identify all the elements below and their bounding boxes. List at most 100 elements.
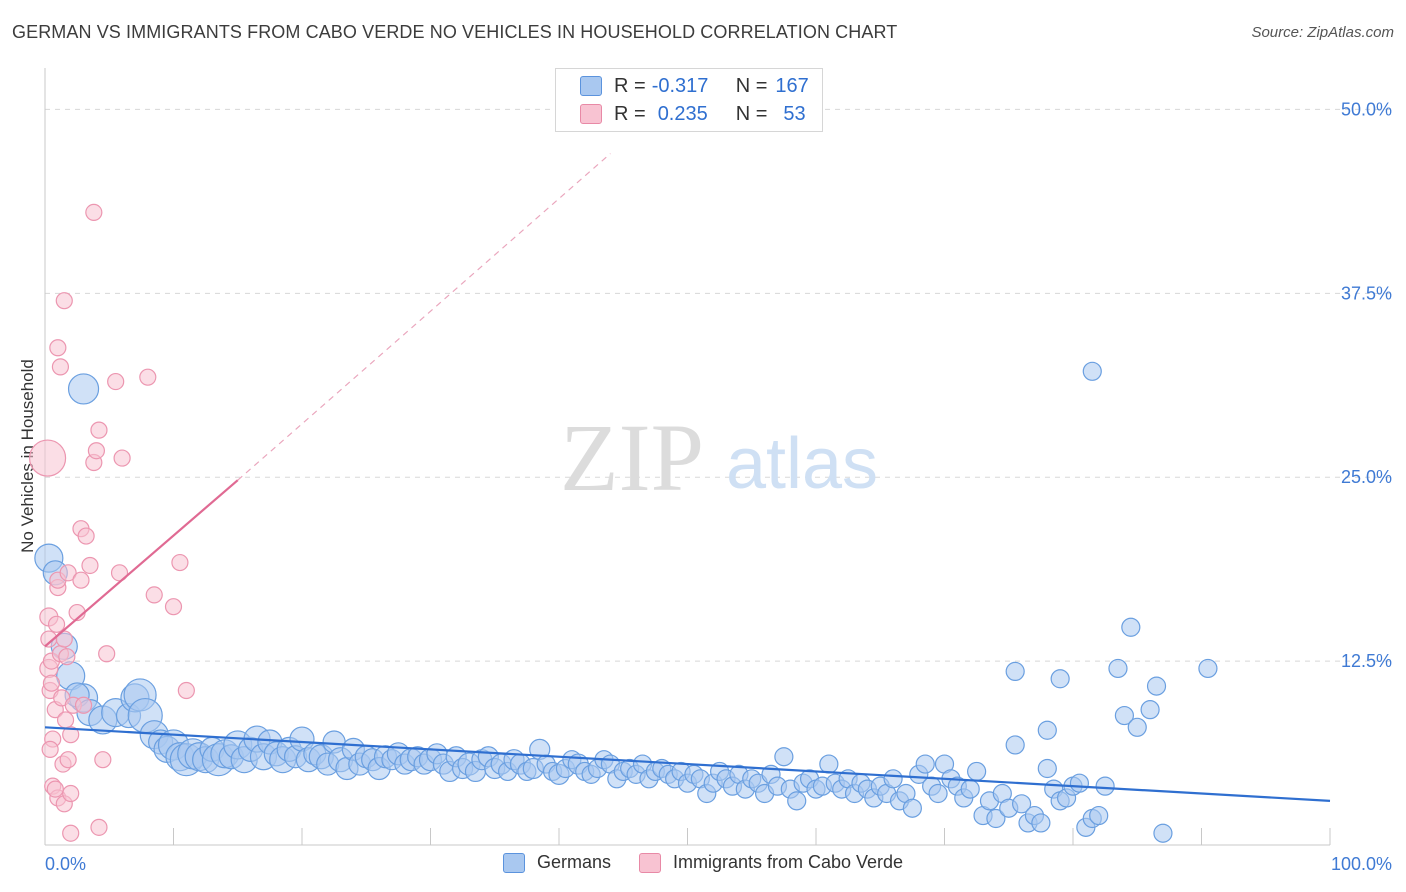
point-cabo-verde bbox=[77, 527, 95, 545]
x-tick-label: 100.0% bbox=[1331, 854, 1392, 874]
point-cabo-verde bbox=[59, 751, 77, 769]
legend-swatch-cabo-verde bbox=[638, 852, 661, 873]
tick-labels: 12.5% 25.0% 37.5% 50.0% 0.0% 100.0% bbox=[45, 99, 1392, 874]
point-cabo-verde bbox=[41, 740, 59, 758]
point-german bbox=[1108, 658, 1128, 679]
point-cabo-verde bbox=[46, 780, 64, 798]
point-german bbox=[1011, 794, 1032, 814]
point-german bbox=[967, 761, 987, 782]
point-german bbox=[902, 798, 922, 818]
point-german bbox=[819, 754, 839, 774]
legend-label-cabo-verde: Immigrants from Cabo Verde bbox=[672, 852, 904, 872]
point-german bbox=[1140, 700, 1160, 720]
point-cabo-verde bbox=[62, 824, 80, 842]
source-label: Source: ZipAtlas.com bbox=[1251, 24, 1394, 41]
point-cabo-verde bbox=[62, 726, 80, 744]
watermark-zip: ZIP bbox=[560, 404, 704, 511]
point-german bbox=[1005, 735, 1025, 755]
point-cabo-verde bbox=[58, 648, 76, 666]
watermark-atlas: atlas bbox=[726, 424, 878, 504]
r-value: 0.235 bbox=[657, 102, 708, 125]
stats-legend: R = -0.317 N = 167 R = 0.235 N = 53 bbox=[555, 68, 823, 132]
point-cabo-verde bbox=[90, 421, 108, 439]
point-german bbox=[1095, 776, 1115, 796]
point-cabo-verde bbox=[87, 442, 106, 460]
point-german bbox=[1037, 758, 1057, 779]
point-german bbox=[928, 783, 948, 804]
point-german bbox=[883, 769, 903, 789]
x-tick-label: 0.0% bbox=[45, 854, 86, 874]
point-cabo-verde bbox=[145, 586, 163, 604]
point-cabo-verde bbox=[164, 598, 183, 616]
point-cabo-verde bbox=[139, 368, 157, 386]
trend-line-cabo-verde bbox=[44, 479, 239, 648]
legend-swatch-germans bbox=[580, 76, 602, 96]
series-cabo-verde bbox=[28, 203, 195, 842]
point-cabo-verde bbox=[56, 711, 75, 729]
point-cabo-verde bbox=[113, 449, 131, 467]
point-german bbox=[67, 373, 100, 405]
series-germans bbox=[34, 361, 1218, 843]
trend-line-germans bbox=[44, 726, 1331, 802]
point-german bbox=[1114, 705, 1135, 726]
point-cabo-verde bbox=[55, 292, 73, 310]
point-german bbox=[1037, 720, 1057, 740]
chart-title: GERMAN VS IMMIGRANTS FROM CABO VERDE NO … bbox=[12, 22, 898, 42]
y-tick-label: 50.0% bbox=[1341, 99, 1392, 119]
point-german bbox=[1005, 661, 1025, 682]
r-label: R = bbox=[614, 74, 646, 97]
point-cabo-verde bbox=[72, 571, 90, 589]
point-german bbox=[1050, 669, 1070, 689]
trend-lines bbox=[44, 153, 1331, 802]
point-cabo-verde bbox=[85, 203, 103, 222]
n-label: N = bbox=[735, 102, 768, 125]
point-german bbox=[986, 808, 1006, 829]
point-german bbox=[774, 747, 794, 767]
data-points bbox=[28, 203, 1218, 843]
point-cabo-verde bbox=[51, 358, 70, 376]
y-tick-label: 12.5% bbox=[1341, 651, 1392, 671]
point-cabo-verde bbox=[107, 372, 125, 391]
point-cabo-verde bbox=[47, 615, 66, 633]
grid-lines bbox=[45, 108, 1392, 662]
point-cabo-verde bbox=[98, 645, 116, 663]
point-cabo-verde bbox=[28, 439, 67, 477]
point-german bbox=[1153, 823, 1173, 843]
point-german bbox=[1031, 813, 1051, 833]
point-cabo-verde bbox=[59, 564, 77, 582]
legend-row-germans: R = -0.317 N = 167 bbox=[556, 73, 809, 99]
point-cabo-verde bbox=[81, 556, 99, 575]
point-german bbox=[960, 779, 980, 799]
point-german bbox=[1146, 676, 1167, 696]
point-german bbox=[1082, 361, 1102, 381]
point-cabo-verde bbox=[62, 784, 80, 803]
point-german bbox=[787, 791, 807, 811]
watermark: ZIP atlas bbox=[560, 404, 878, 511]
legend-item-germans[interactable]: Germans bbox=[502, 852, 611, 873]
series-legend: Germans Immigrants from Cabo Verde bbox=[0, 852, 1406, 873]
n-label: N = bbox=[735, 74, 768, 97]
y-tick-label: 25.0% bbox=[1341, 467, 1392, 487]
point-cabo-verde bbox=[49, 339, 67, 357]
point-cabo-verde bbox=[171, 553, 189, 572]
legend-row-cabo-verde: R = 0.235 N = 53 bbox=[556, 101, 806, 127]
point-german bbox=[1198, 658, 1218, 679]
point-cabo-verde bbox=[74, 696, 93, 714]
trend-extension-cabo-verde bbox=[237, 153, 611, 481]
point-cabo-verde bbox=[177, 681, 195, 700]
legend-swatch-germans bbox=[502, 852, 525, 873]
point-german bbox=[1069, 773, 1090, 793]
point-cabo-verde bbox=[90, 818, 108, 836]
point-german bbox=[915, 754, 935, 774]
point-german bbox=[1089, 805, 1109, 826]
r-value: -0.317 bbox=[651, 74, 709, 97]
point-german bbox=[1121, 617, 1141, 637]
r-label: R = bbox=[614, 102, 646, 125]
y-tick-label: 37.5% bbox=[1341, 283, 1392, 303]
n-value: 53 bbox=[783, 102, 806, 125]
point-cabo-verde bbox=[42, 674, 61, 692]
legend-swatch-cabo-verde bbox=[580, 104, 602, 124]
legend-item-cabo-verde[interactable]: Immigrants from Cabo Verde bbox=[638, 852, 904, 873]
point-cabo-verde bbox=[94, 751, 112, 769]
